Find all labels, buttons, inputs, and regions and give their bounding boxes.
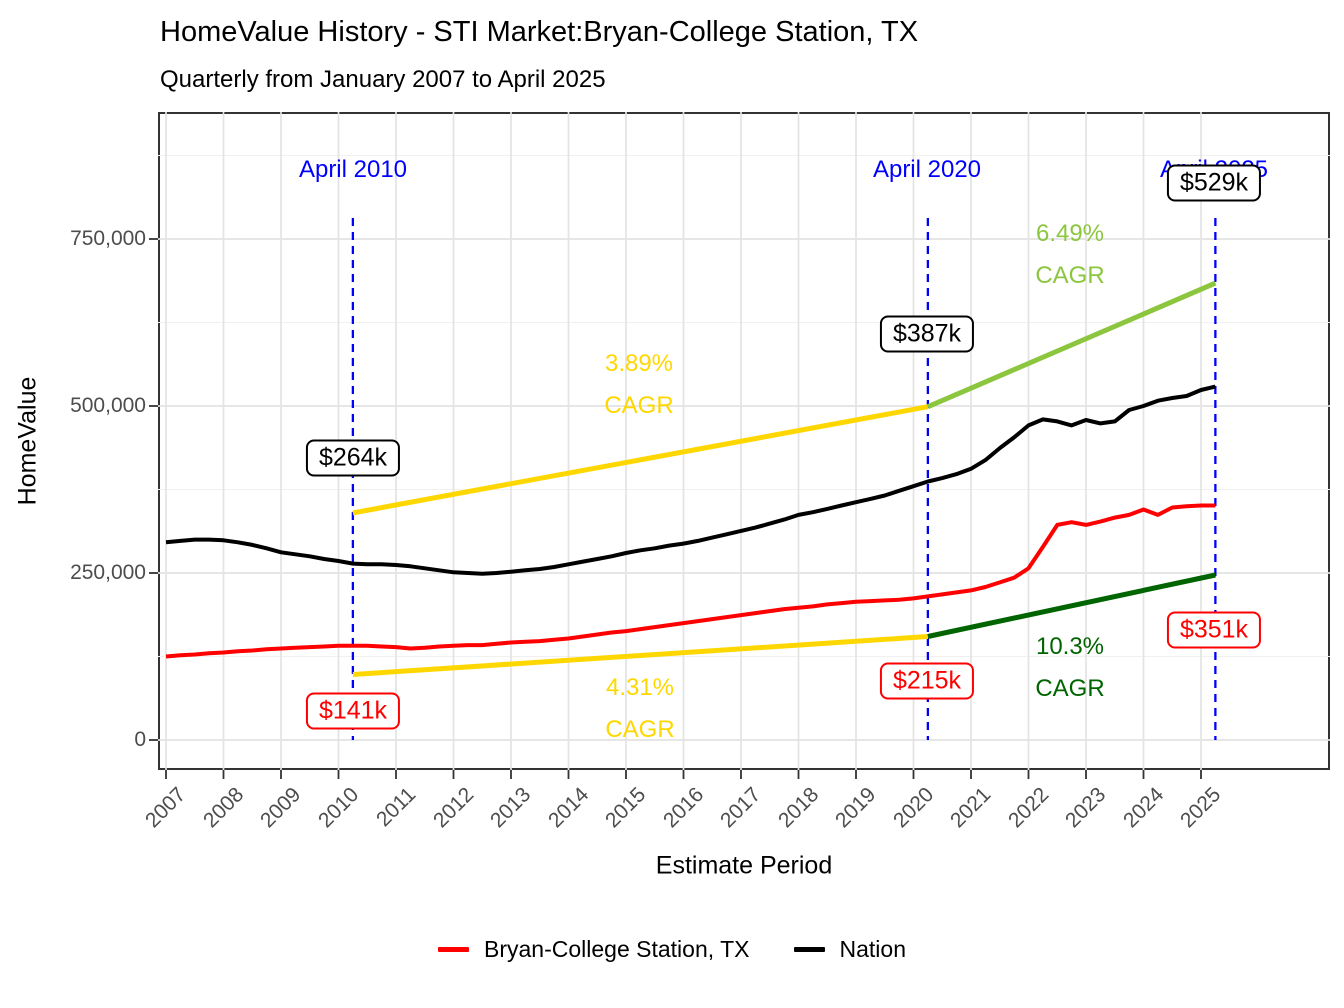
y-tick-label: 250,000 bbox=[70, 561, 146, 584]
cagr-value-text: 4.31% bbox=[605, 674, 675, 701]
legend-line-swatch bbox=[438, 947, 469, 952]
chart-title: HomeValue History - STI Market:Bryan-Col… bbox=[160, 16, 919, 48]
vline-date-label: April 2020 bbox=[872, 156, 982, 183]
cagr-caption-text: CAGR bbox=[605, 716, 675, 743]
legend-line-swatch bbox=[793, 947, 825, 952]
y-tick-label: 750,000 bbox=[70, 227, 146, 250]
y-tick-label: 0 bbox=[134, 728, 146, 751]
value-label-box: $387k bbox=[879, 315, 975, 353]
legend-label: Nation bbox=[839, 936, 906, 962]
cagr-caption-text: CAGR bbox=[604, 392, 674, 419]
legend-item: Bryan-College Station, TX bbox=[438, 936, 750, 963]
value-label-box: $529k bbox=[1166, 164, 1262, 202]
cagr-annotation: 10.3% CAGR bbox=[1035, 626, 1104, 710]
cagr-annotation: 6.49% CAGR bbox=[1035, 213, 1104, 297]
cagr-value-text: 3.89% bbox=[604, 350, 674, 377]
value-label-box: $141k bbox=[305, 692, 401, 730]
value-label-box: $215k bbox=[879, 662, 975, 700]
vline-date-label: April 2010 bbox=[298, 156, 408, 183]
cagr-caption-text: CAGR bbox=[1035, 675, 1105, 702]
value-label-box: $351k bbox=[1166, 611, 1262, 649]
x-axis-title: Estimate Period bbox=[655, 851, 833, 880]
cagr-annotation: 3.89% CAGR bbox=[604, 343, 673, 427]
legend-item: Nation bbox=[793, 936, 906, 963]
legend-label: Bryan-College Station, TX bbox=[484, 936, 750, 962]
y-tick-label: 500,000 bbox=[70, 394, 146, 417]
chart-subtitle: Quarterly from January 2007 to April 202… bbox=[160, 66, 606, 93]
legend: Bryan-College Station, TX Nation bbox=[0, 936, 1344, 963]
cagr-value-text: 6.49% bbox=[1035, 220, 1105, 247]
value-label-box: $264k bbox=[305, 439, 401, 477]
cagr-value-text: 10.3% bbox=[1035, 633, 1105, 660]
cagr-caption-text: CAGR bbox=[1035, 262, 1105, 289]
cagr-annotation: 4.31% CAGR bbox=[605, 667, 674, 751]
